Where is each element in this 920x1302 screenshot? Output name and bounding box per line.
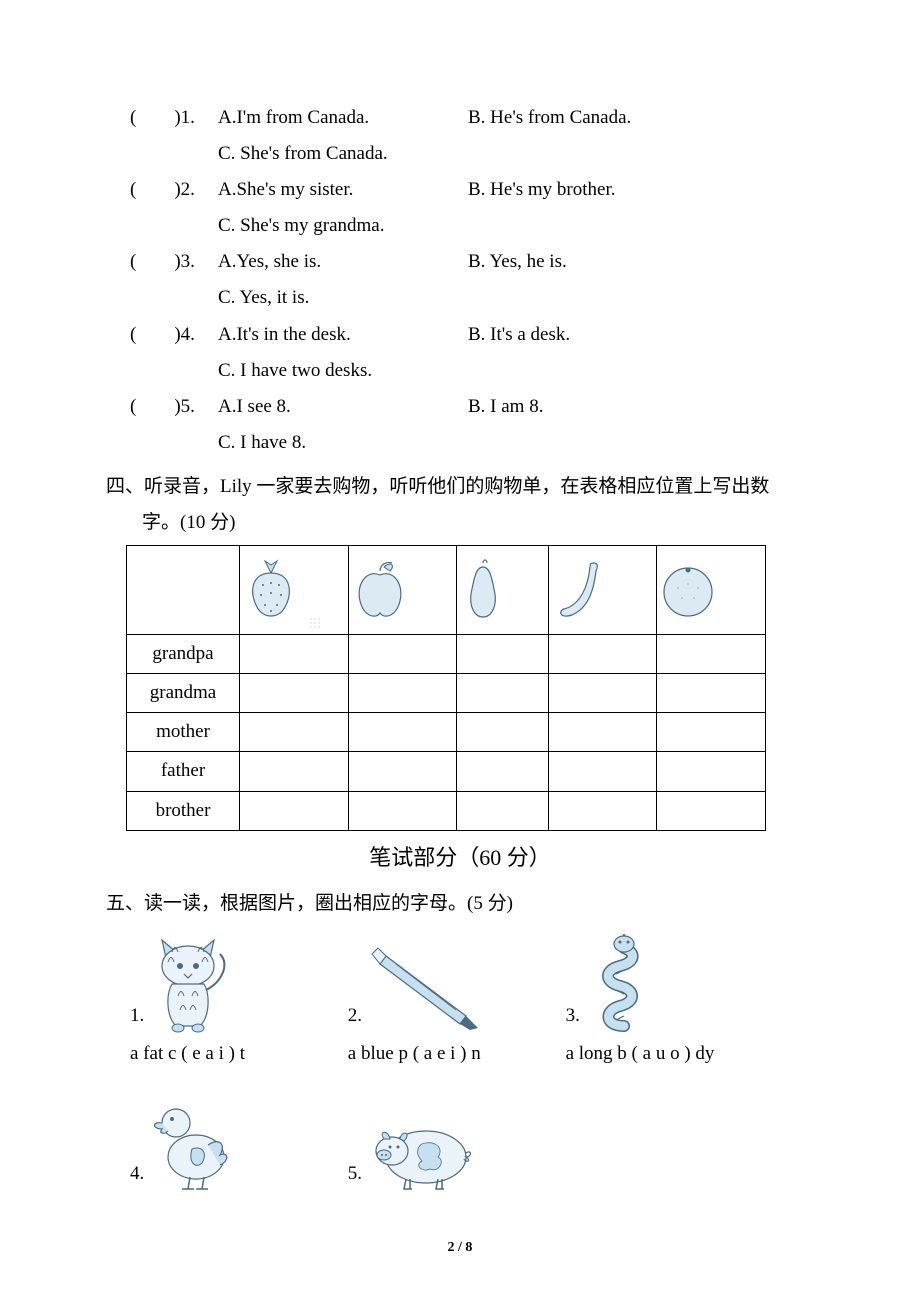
opt-c: C. She's my grandma. (218, 208, 790, 244)
pic-item-3: 3. a long b ( a u o ) dy (566, 930, 784, 1072)
q-num: 1 (181, 107, 191, 128)
section5-row2: 4. 5. (130, 1089, 790, 1193)
row-label: grandma (127, 674, 240, 713)
table-row: grandma (127, 674, 766, 713)
section5-heading: 五、读一读，根据图片，圈出相应的字母。(5 分) (106, 886, 790, 922)
table-row: father (127, 752, 766, 791)
page-footer: 2 / 8 (0, 1235, 920, 1262)
pic-num: 2. (348, 998, 362, 1034)
section4-heading-line2: 字。(10 分) (142, 505, 790, 541)
q-row: ( )2. A.She's my sister. B. He's my brot… (130, 172, 790, 208)
q-num: 2 (181, 179, 191, 200)
q-row: ( )3. A.Yes, she is. B. Yes, he is. (130, 244, 790, 280)
section4-heading-line1: 四、听录音，Lily 一家要去购物，听听他们的购物单，在表格相应位置上写出数 (106, 469, 790, 505)
shopping-table: grandpa grandma mother father brother (126, 545, 766, 830)
table-header-row (127, 546, 766, 635)
paren: ( )3. (130, 244, 218, 280)
pen-icon (366, 944, 486, 1034)
paren: ( )2. (130, 172, 218, 208)
opt-a: A.Yes, she is. (218, 244, 468, 280)
q-row: ( )5. A.I see 8. B. I am 8. (130, 389, 790, 425)
banana-icon (548, 546, 657, 635)
written-section-title: 笔试部分（60 分） (130, 837, 790, 879)
q-row: ( )1. A.I'm from Canada. B. He's from Ca… (130, 100, 790, 136)
pic-item-1: 1. a fat c ( e a i ) t (130, 930, 348, 1072)
page: ( )1. A.I'm from Canada. B. He's from Ca… (0, 0, 920, 1302)
pic-item-2: 2. a blue p ( a e i ) n (348, 930, 566, 1072)
cat-icon (148, 934, 238, 1034)
pig-icon (366, 1113, 476, 1193)
opt-b: B. He's from Canada. (468, 100, 631, 136)
q-num: 4 (181, 324, 191, 345)
blank-cell (127, 546, 240, 635)
opt-b: B. He's my brother. (468, 172, 616, 208)
strawberry-icon (240, 546, 349, 635)
paren: ( )1. (130, 100, 218, 136)
opt-a: A.I'm from Canada. (218, 100, 468, 136)
opt-b: B. I am 8. (468, 389, 543, 425)
snake-icon (584, 934, 664, 1034)
watermark-dots (310, 618, 320, 628)
opt-c: C. I have two desks. (218, 353, 790, 389)
opt-c: C. Yes, it is. (218, 280, 790, 316)
q-num: 5 (181, 396, 191, 417)
section5-row1: 1. a fat c ( e a i ) t (130, 930, 790, 1072)
duck-icon (148, 1093, 238, 1193)
row-label: mother (127, 713, 240, 752)
opt-c: C. She's from Canada. (218, 136, 790, 172)
row-label: brother (127, 791, 240, 830)
pic-num: 3. (566, 998, 580, 1034)
opt-a: A.It's in the desk. (218, 317, 468, 353)
pic-num: 1. (130, 998, 144, 1034)
table-row: mother (127, 713, 766, 752)
row-label: father (127, 752, 240, 791)
paren: ( )5. (130, 389, 218, 425)
table-row: brother (127, 791, 766, 830)
pic-num: 4. (130, 1156, 144, 1192)
table-row: grandpa (127, 635, 766, 674)
pear-icon (457, 546, 548, 635)
q-row: ( )4. A.It's in the desk. B. It's a desk… (130, 317, 790, 353)
paren: ( )4. (130, 317, 218, 353)
pic-num: 5. (348, 1156, 362, 1192)
opt-b: B. It's a desk. (468, 317, 570, 353)
orange-icon (657, 546, 766, 635)
section3-questions: ( )1. A.I'm from Canada. B. He's from Ca… (130, 100, 790, 461)
pic-item-5: 5. (348, 1089, 566, 1193)
opt-c: C. I have 8. (218, 425, 790, 461)
row-label: grandpa (127, 635, 240, 674)
pic-item-4: 4. (130, 1089, 348, 1193)
opt-b: B. Yes, he is. (468, 244, 567, 280)
opt-a: A.She's my sister. (218, 172, 468, 208)
q-num: 3 (181, 251, 191, 272)
pic-caption: a long b ( a u o ) dy (566, 1036, 784, 1072)
pic-caption: a blue p ( a e i ) n (348, 1036, 566, 1072)
opt-a: A.I see 8. (218, 389, 468, 425)
apple-icon (348, 546, 457, 635)
pic-caption: a fat c ( e a i ) t (130, 1036, 348, 1072)
